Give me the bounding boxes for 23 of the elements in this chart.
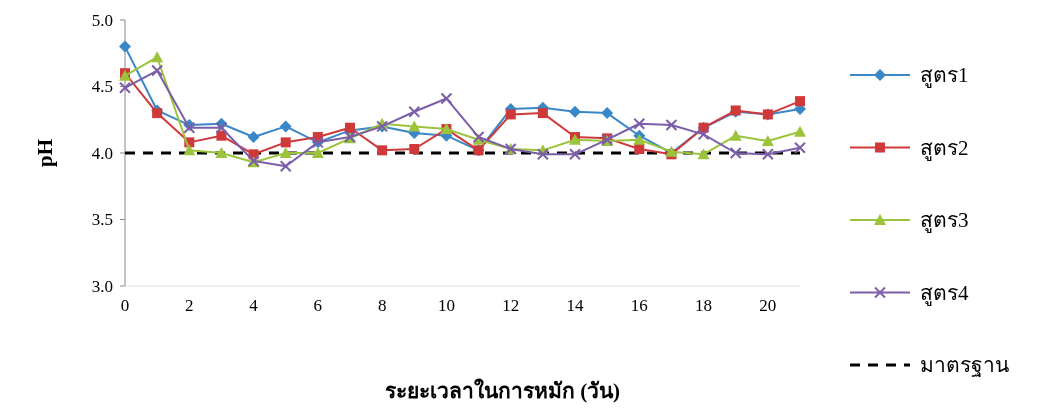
y-tick-label: 4.5 xyxy=(91,77,113,97)
x-tick-label: 18 xyxy=(695,296,713,315)
x-tick-label: 0 xyxy=(120,296,130,315)
x-tick-label: 16 xyxy=(630,296,648,315)
x-tick-label: 2 xyxy=(185,296,194,315)
y-tick-label: 5.0 xyxy=(91,10,113,30)
y-axis-title: pH xyxy=(33,138,57,168)
legend-label: สูตร4 xyxy=(920,280,969,306)
legend-label: สูตร3 xyxy=(920,208,969,234)
y-tick-label: 3.0 xyxy=(91,276,113,296)
x-tick-label: 6 xyxy=(313,296,323,315)
legend-label: สูตร2 xyxy=(920,135,969,161)
legend-label: มาตรฐาน xyxy=(920,353,1009,378)
x-tick-label: 8 xyxy=(377,296,387,315)
x-axis-title: ระยะเวลาในการหมัก (วัน) xyxy=(384,378,621,403)
x-tick-label: 14 xyxy=(566,296,584,315)
y-tick-label: 4.0 xyxy=(91,143,113,163)
y-tick-label: 3.5 xyxy=(91,210,113,230)
x-tick-label: 20 xyxy=(759,296,777,315)
legend-label: สูตร1 xyxy=(920,63,969,89)
x-tick-label: 4 xyxy=(249,296,259,315)
x-tick-label: 10 xyxy=(437,296,455,315)
x-tick-label: 12 xyxy=(502,296,520,315)
